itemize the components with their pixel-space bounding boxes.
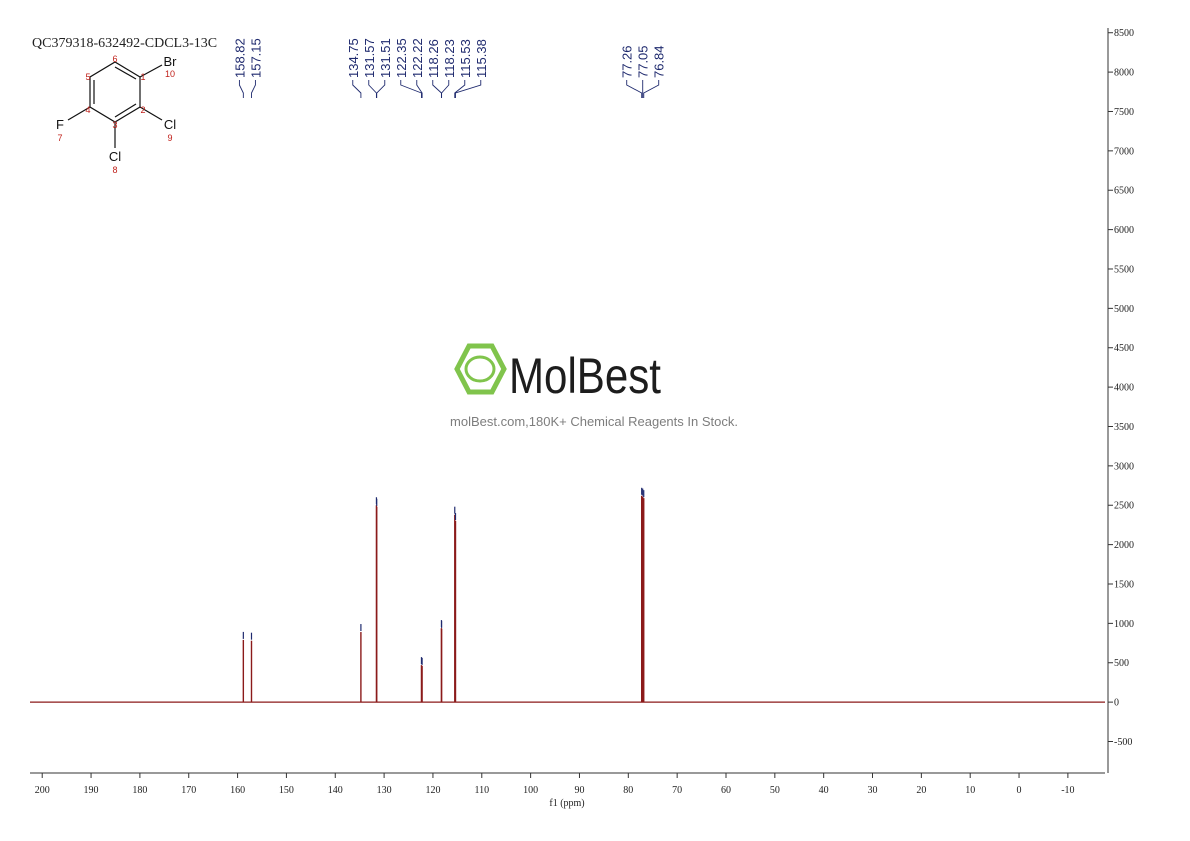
x-tick-label: 200 (35, 785, 50, 796)
peak-label: 118.26 (426, 39, 441, 78)
peak-label: 115.53 (458, 39, 473, 78)
x-tick-label: 100 (523, 785, 538, 796)
x-tick-label: 120 (425, 785, 440, 796)
y-tick-label: 1000 (1114, 619, 1134, 630)
x-tick-label: 50 (770, 785, 780, 796)
y-tick-label: 0 (1114, 698, 1119, 709)
logo-ring (464, 355, 496, 383)
label-connector (251, 80, 256, 98)
peak-label: 131.51 (378, 38, 393, 78)
label-connector (626, 80, 643, 98)
x-tick-label: 180 (132, 785, 147, 796)
locant: 1 (140, 72, 145, 82)
label-connector (454, 80, 466, 98)
atom-numbers: 10 9 8 7 1 2 3 4 5 6 (57, 54, 175, 175)
watermark: MolBest molBest.com,180K+ Chemical Reage… (450, 343, 738, 429)
label-connector (441, 80, 450, 98)
x-tick-label: 150 (279, 785, 294, 796)
peak-label: 122.22 (410, 38, 425, 78)
atom-labels: Br Cl Cl F (56, 54, 177, 164)
atom-number: 9 (167, 133, 172, 143)
x-tick-label: 170 (181, 785, 196, 796)
label-connector (368, 80, 377, 98)
locant: 3 (112, 120, 117, 130)
label-connector (416, 80, 423, 98)
peak-label: 77.05 (636, 45, 651, 78)
y-tick-label: 5000 (1114, 304, 1134, 315)
label-connector (455, 80, 482, 98)
x-tick-label: 0 (1017, 785, 1022, 796)
x-axis-label: f1 (ppm) (549, 798, 584, 809)
y-tick-label: 6500 (1114, 186, 1134, 197)
label-connector (432, 80, 442, 98)
peak-label: 131.57 (362, 38, 377, 78)
locant: 5 (85, 72, 90, 82)
locant: 4 (85, 105, 90, 115)
double-bond (114, 66, 137, 80)
y-tick-label: 2000 (1114, 540, 1134, 551)
peak-label: 158.82 (232, 38, 247, 78)
x-tick-label: 90 (574, 785, 584, 796)
atom-number: 7 (57, 133, 62, 143)
x-tick-label: 40 (819, 785, 829, 796)
x-tick-label: 160 (230, 785, 245, 796)
y-tick-label: 500 (1114, 658, 1129, 669)
atom: Cl (164, 117, 176, 132)
y-tick-label: 1500 (1114, 579, 1134, 590)
x-tick-label: 130 (377, 785, 392, 796)
peak-label: 118.23 (442, 39, 457, 78)
x-tick-label: 70 (672, 785, 682, 796)
watermark-brand: MolBest (509, 348, 661, 404)
atom: Cl (109, 149, 121, 164)
locant: 2 (140, 105, 145, 115)
y-tick-label: 3000 (1114, 461, 1134, 472)
y-tick-label: 8000 (1114, 68, 1134, 79)
x-tick-label: -10 (1061, 785, 1074, 796)
peak-label: 77.26 (620, 45, 635, 78)
atom-number: 10 (165, 69, 175, 79)
bond (139, 106, 163, 121)
label-connector (352, 80, 362, 98)
x-tick-label: 10 (965, 785, 975, 796)
y-tick-label: 7000 (1114, 146, 1134, 157)
peak-label: 115.38 (474, 39, 489, 78)
x-tick-label: 110 (474, 785, 489, 796)
y-tick-label: 7500 (1114, 107, 1134, 118)
bond (67, 106, 91, 121)
bond (139, 64, 163, 78)
atom-number: 8 (112, 165, 117, 175)
x-tick-label: 60 (721, 785, 731, 796)
label-connector (376, 80, 386, 98)
peak-label: 157.15 (248, 38, 263, 78)
chart-title: QC379318-632492-CDCL3-13C (32, 36, 217, 51)
y-tick-label: -500 (1114, 737, 1132, 748)
peak-label: 76.84 (652, 45, 667, 78)
x-tick-label: 20 (916, 785, 926, 796)
y-tick-label: 6000 (1114, 225, 1134, 236)
x-tick-label: 140 (328, 785, 343, 796)
y-tick-label: 3500 (1114, 422, 1134, 433)
label-connector (238, 80, 244, 98)
label-connector (643, 80, 660, 98)
x-tick-label: 30 (868, 785, 878, 796)
peak-label: 122.35 (394, 38, 409, 78)
ring (89, 61, 141, 123)
logo-hexagon (454, 343, 507, 395)
atom: F (56, 117, 64, 132)
locant: 6 (112, 54, 117, 64)
y-tick-label: 4500 (1114, 343, 1134, 354)
label-connector (400, 80, 422, 98)
y-tick-label: 4000 (1114, 383, 1134, 394)
x-tick-label: 190 (84, 785, 99, 796)
y-tick-label: 5500 (1114, 264, 1134, 275)
double-bond (114, 103, 137, 118)
y-tick-label: 2500 (1114, 501, 1134, 512)
x-tick-label: 80 (623, 785, 633, 796)
atom: Br (164, 54, 178, 69)
watermark-tagline: molBest.com,180K+ Chemical Reagents In S… (450, 414, 738, 429)
peak-label: 134.75 (346, 38, 361, 78)
y-tick-label: 8500 (1114, 28, 1134, 39)
structure (67, 61, 163, 148)
